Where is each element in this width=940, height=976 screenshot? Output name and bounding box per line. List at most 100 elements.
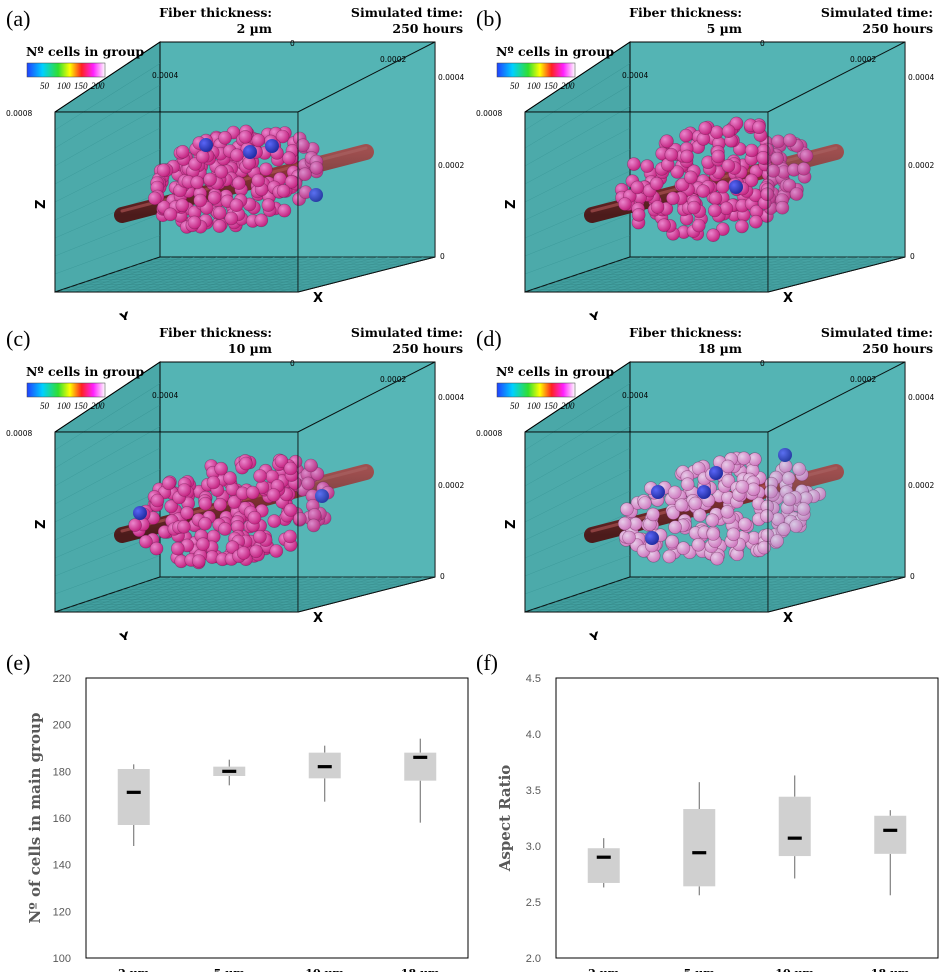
- tick-label-0-right: 0: [440, 252, 445, 261]
- box-body: [683, 809, 716, 887]
- cell: [149, 541, 164, 556]
- panel-c: 0.0008 0.0004 0 0.0002 0.0004 0.0002 0 Z X Y Nº ce…: [0, 320, 470, 647]
- box-2: [778, 775, 811, 879]
- cell: [274, 454, 289, 468]
- cell: [213, 206, 227, 220]
- legend-tick: 50: [510, 81, 520, 91]
- simulated-time-label: Simulated time:: [821, 5, 933, 20]
- cell: [230, 148, 244, 162]
- box-1: [683, 782, 716, 896]
- cell: [738, 517, 752, 532]
- axis-label-x: X: [313, 611, 323, 626]
- cell: [630, 180, 645, 195]
- floor-grid: [532, 576, 896, 613]
- cell: [735, 219, 749, 234]
- cell: [696, 184, 710, 198]
- simulated-time-label: Simulated time:: [821, 325, 933, 340]
- fiber-thickness-value: 2 µm: [237, 21, 272, 36]
- cell: [749, 214, 763, 229]
- tick-label-0002-right: 0.0002: [438, 161, 464, 170]
- legend-tick: 50: [40, 81, 50, 91]
- tick-label-0004-right: 0.0004: [438, 393, 464, 402]
- left-grid: [524, 383, 631, 595]
- left-grid: [54, 63, 161, 275]
- tick-label-0004-top: 0.0004: [622, 71, 648, 80]
- floor-grid: [532, 256, 896, 293]
- y-tick-label: 3.5: [526, 785, 541, 797]
- cell: [792, 462, 806, 476]
- panel-e: (e) 100 120 140 160 180 200 220 2 µm 5 µm 10 µm 18 …: [0, 640, 470, 976]
- cell: [213, 497, 227, 512]
- axis-label-z: Z: [34, 520, 49, 529]
- legend-tick: 150: [74, 81, 88, 91]
- cell: [706, 228, 720, 242]
- legend-tick: 100: [57, 401, 71, 411]
- box-1: [213, 759, 246, 786]
- tick-label-0008: 0.0008: [476, 109, 502, 118]
- box-body: [587, 848, 620, 883]
- cell: [631, 208, 646, 222]
- cell: [796, 502, 811, 516]
- cell: [783, 133, 797, 148]
- median-marker: [596, 855, 611, 859]
- cell: [148, 191, 162, 206]
- cell: [253, 469, 267, 483]
- tick-label-0004-top: 0.0004: [152, 391, 178, 400]
- cell: [269, 544, 284, 558]
- cell: [187, 215, 202, 230]
- cell: [770, 534, 784, 548]
- cell: [192, 554, 206, 568]
- cell: [721, 474, 736, 488]
- tick-label-0002-top: 0.0002: [380, 375, 406, 384]
- outlier-cell: [315, 489, 329, 503]
- simulated-time-value: 250 hours: [392, 341, 463, 356]
- tick-label-0-top: 0: [290, 359, 295, 368]
- outlier-cell: [243, 145, 257, 159]
- cell: [229, 198, 244, 212]
- cell: [218, 522, 232, 536]
- y-tick-label: 220: [53, 673, 71, 685]
- cell: [171, 541, 185, 556]
- simulated-time-label: Simulated time:: [351, 325, 463, 340]
- axis-label-x: X: [783, 291, 793, 306]
- cell: [214, 461, 228, 476]
- cell: [617, 516, 632, 531]
- axis-label-y: Y: [118, 630, 133, 640]
- cell: [128, 518, 142, 532]
- cell: [293, 512, 307, 526]
- cell: [777, 522, 791, 536]
- tick-label-0008: 0.0008: [6, 429, 32, 438]
- x-category-label: 18 µm: [401, 967, 440, 972]
- cell: [164, 499, 178, 514]
- tick-label-0004-right: 0.0004: [908, 393, 934, 402]
- y-tick-label: 2.5: [526, 897, 541, 909]
- x-category-label: 2 µm: [118, 967, 150, 972]
- box-front-edges: [524, 361, 906, 613]
- tick-label-0-right: 0: [910, 252, 915, 261]
- outlier-cell: [309, 188, 323, 202]
- cell: [267, 514, 282, 528]
- cell: [782, 492, 797, 507]
- plot-frame: [555, 677, 939, 959]
- box-3: [404, 738, 437, 823]
- legend-title: Nº cells in group: [26, 364, 144, 379]
- x-category-label: 5 µm: [214, 967, 246, 972]
- cell: [177, 520, 191, 534]
- cell-cluster: [128, 453, 335, 570]
- outlier-cell: [697, 485, 711, 499]
- simulated-time-label: Simulated time:: [351, 5, 463, 20]
- cell: [680, 149, 694, 164]
- y-tick-label: 100: [53, 953, 71, 965]
- legend-colorbar: [26, 62, 106, 78]
- panel-letter: (a): [6, 6, 30, 31]
- tick-label-0002-top: 0.0002: [380, 55, 406, 64]
- tick-label-0-top: 0: [760, 39, 765, 48]
- cell: [214, 165, 229, 179]
- cell: [251, 173, 266, 188]
- tick-label-0008: 0.0008: [476, 429, 502, 438]
- panel-a: 0.0008 0.0004 0 0.0002 0.0004 0.0002 0 Z X Y Nº ce…: [0, 0, 470, 327]
- cell: [283, 529, 297, 544]
- cell: [679, 128, 693, 143]
- panel-f: (f) 2.0 2.5 3.0 3.5 4.0 4.5 2 µm 5 µm 10 µm 18 µm A…: [470, 640, 940, 976]
- cell: [693, 508, 707, 522]
